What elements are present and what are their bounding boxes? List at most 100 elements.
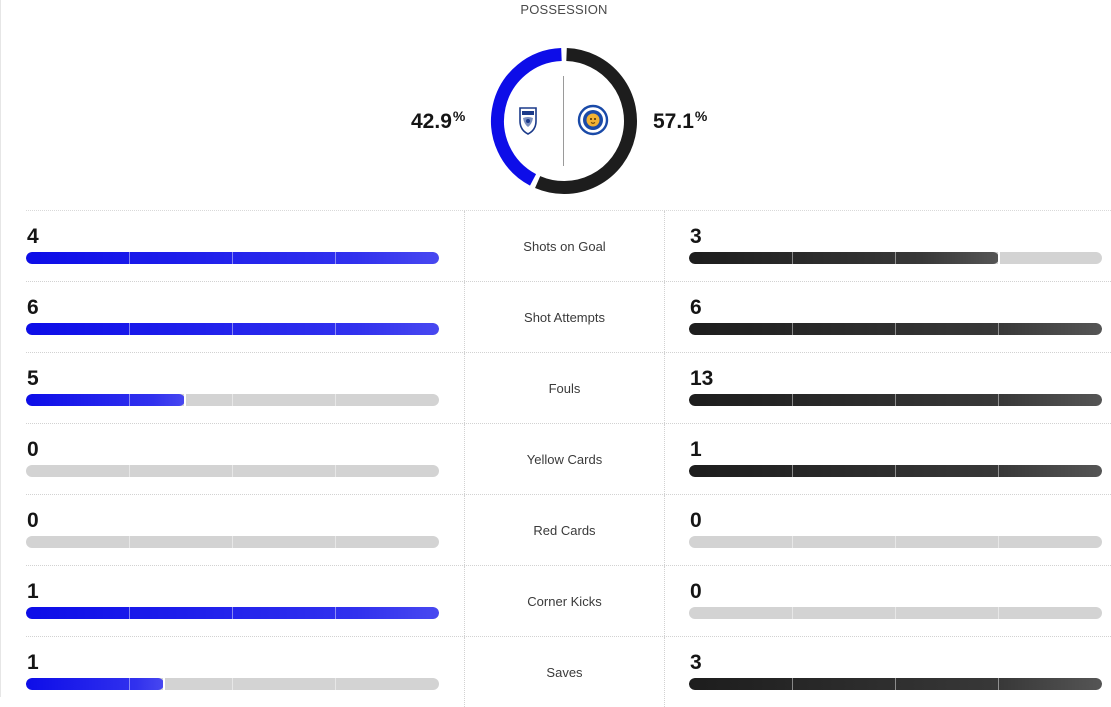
bar-segment-tick	[792, 465, 793, 477]
bar-segment-tick	[335, 678, 336, 690]
away-stat-value: 3	[690, 651, 702, 674]
away-stat-value: 13	[690, 367, 714, 390]
stat-row: 1 Corner Kicks 0	[26, 565, 1111, 636]
home-stat-bar-fill	[26, 678, 164, 690]
bar-segment-tick	[895, 252, 896, 264]
home-possession-value: 42.9	[411, 110, 452, 133]
home-stat-bar	[26, 607, 439, 619]
bar-segment-tick	[792, 252, 793, 264]
stat-row: 1 Saves 3	[26, 636, 1111, 707]
bar-segment-tick	[895, 323, 896, 335]
away-stat-bar	[689, 678, 1102, 690]
bar-segment-tick	[792, 536, 793, 548]
away-stat-cell: 3	[689, 637, 1111, 707]
away-stat-value: 0	[690, 580, 702, 603]
home-stat-value: 1	[27, 580, 39, 603]
home-possession-arc	[491, 48, 562, 186]
bar-segment-tick	[895, 536, 896, 548]
away-stat-bar-fill	[689, 252, 999, 264]
percent-symbol: %	[694, 108, 708, 124]
away-stat-value: 6	[690, 296, 702, 319]
home-stat-bar	[26, 323, 439, 335]
home-stat-bar-fill	[26, 607, 439, 619]
stat-label: Shot Attempts	[464, 282, 665, 352]
stat-row: 0 Red Cards 0	[26, 494, 1111, 565]
home-stat-bar	[26, 394, 439, 406]
bar-segment-tick	[792, 394, 793, 406]
home-stat-value: 0	[27, 438, 39, 461]
home-stat-value: 4	[27, 225, 39, 248]
bar-segment-tick	[335, 465, 336, 477]
bar-segment-tick	[129, 607, 130, 619]
bar-segment-tick	[998, 323, 999, 335]
bar-segment-tick	[232, 536, 233, 548]
stat-row: 6 Shot Attempts 6	[26, 281, 1111, 352]
donut-divider	[563, 76, 564, 166]
away-stat-cell: 0	[689, 495, 1111, 565]
stat-label: Corner Kicks	[464, 566, 665, 636]
possession-donut-chart	[491, 48, 637, 194]
away-stat-bar	[689, 465, 1102, 477]
away-stat-bar	[689, 607, 1102, 619]
possession-donut	[489, 46, 639, 196]
bar-segment-tick	[232, 252, 233, 264]
home-stat-cell: 6	[26, 282, 440, 352]
stat-label: Yellow Cards	[464, 424, 665, 494]
bar-fill-end-cap	[998, 252, 1000, 264]
bar-segment-tick	[335, 394, 336, 406]
home-stat-value: 0	[27, 509, 39, 532]
home-stat-value: 5	[27, 367, 39, 390]
bar-segment-tick	[895, 394, 896, 406]
bar-segment-tick	[232, 607, 233, 619]
bar-segment-tick	[792, 607, 793, 619]
home-stat-cell: 1	[26, 637, 440, 707]
bar-segment-tick	[129, 394, 130, 406]
bar-segment-tick	[792, 678, 793, 690]
page-left-border	[0, 0, 1, 697]
away-stat-cell: 1	[689, 424, 1111, 494]
stat-label: Fouls	[464, 353, 665, 423]
away-stat-bar	[689, 394, 1102, 406]
bar-segment-tick	[998, 607, 999, 619]
away-possession-value: 57.1	[653, 110, 694, 133]
bar-segment-tick	[129, 465, 130, 477]
bar-segment-tick	[335, 607, 336, 619]
bar-segment-tick	[129, 252, 130, 264]
stat-row: 0 Yellow Cards 1	[26, 423, 1111, 494]
home-stat-cell: 4	[26, 211, 440, 281]
bar-segment-tick	[998, 465, 999, 477]
away-stat-bar-fill	[689, 678, 1102, 690]
bar-segment-tick	[335, 252, 336, 264]
away-possession-percent: 57.1%	[653, 108, 707, 134]
away-stat-cell: 0	[689, 566, 1111, 636]
home-stat-bar	[26, 465, 439, 477]
bar-segment-tick	[998, 394, 999, 406]
bar-segment-tick	[232, 678, 233, 690]
away-possession-arc	[535, 48, 637, 194]
stat-label: Saves	[464, 637, 665, 707]
birmingham-city-crest-icon	[511, 103, 545, 137]
bar-segment-tick	[335, 323, 336, 335]
bar-fill-end-cap	[163, 678, 165, 690]
percent-symbol: %	[452, 108, 466, 124]
away-stat-bar	[689, 252, 1102, 264]
away-stat-cell: 3	[689, 211, 1111, 281]
bar-segment-tick	[895, 678, 896, 690]
away-stat-bar	[689, 323, 1102, 335]
home-possession-percent: 42.9%	[411, 108, 465, 134]
home-stat-cell: 0	[26, 495, 440, 565]
stat-label: Red Cards	[464, 495, 665, 565]
home-stat-cell: 1	[26, 566, 440, 636]
home-stat-bar	[26, 536, 439, 548]
home-stat-bar	[26, 252, 439, 264]
bar-segment-tick	[792, 323, 793, 335]
away-stat-cell: 6	[689, 282, 1111, 352]
away-stat-value: 1	[690, 438, 702, 461]
leicester-city-crest-icon	[576, 103, 610, 137]
away-stat-bar-fill	[689, 323, 1102, 335]
stat-row: 4 Shots on Goal 3	[26, 210, 1111, 281]
bar-segment-tick	[232, 323, 233, 335]
stat-row: 5 Fouls 13	[26, 352, 1111, 423]
home-stat-bar	[26, 678, 439, 690]
away-stat-bar-fill	[689, 394, 1102, 406]
